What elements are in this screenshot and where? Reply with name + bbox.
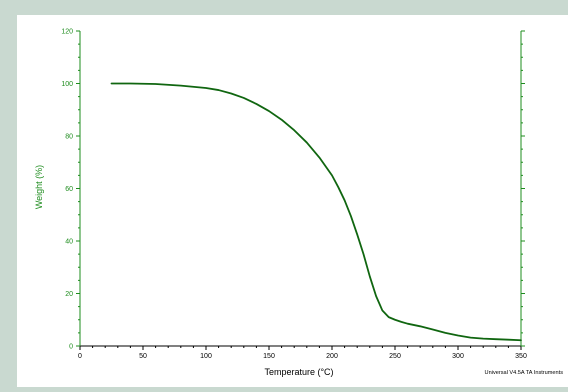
x-axis-label: Temperature (°C) — [264, 367, 333, 377]
plot-panel: 0 50 100 150 200 250 300 350 0 20 40 60 80 100 120 Tem… — [17, 15, 568, 387]
x-tick-label-100: 100 — [200, 353, 212, 360]
tga-chart: 0 50 100 150 200 250 300 350 0 20 40 60 80 100 120 Tem… — [34, 29, 564, 378]
y-tick-label-100: 100 — [61, 81, 73, 88]
y-tick-label-40: 40 — [65, 239, 73, 246]
y-tick-label-120: 120 — [61, 29, 73, 36]
x-tick-label-0: 0 — [78, 353, 82, 360]
series-line-weight — [110, 82, 522, 342]
y-tick-label-0: 0 — [69, 344, 73, 351]
tick-layer: 0 50 100 150 200 250 300 350 0 20 40 60 80 100 120 — [61, 29, 527, 361]
x-tick-label-250: 250 — [389, 353, 401, 360]
x-tick-label-200: 200 — [326, 353, 338, 360]
x-tick-label-50: 50 — [139, 353, 147, 360]
figure-frame: 0 50 100 150 200 250 300 350 0 20 40 60 80 100 120 Tem… — [6, 0, 568, 387]
y-tick-label-80: 80 — [65, 134, 73, 141]
x-tick-label-350: 350 — [515, 353, 527, 360]
y-tick-label-20: 20 — [65, 291, 73, 298]
x-tick-label-150: 150 — [263, 353, 275, 360]
y-axis-label: Weight (%) — [34, 165, 44, 209]
x-tick-label-300: 300 — [452, 353, 464, 360]
instrument-footer: Universal V4.5A TA Instruments — [485, 370, 564, 376]
y-tick-label-60: 60 — [65, 186, 73, 193]
